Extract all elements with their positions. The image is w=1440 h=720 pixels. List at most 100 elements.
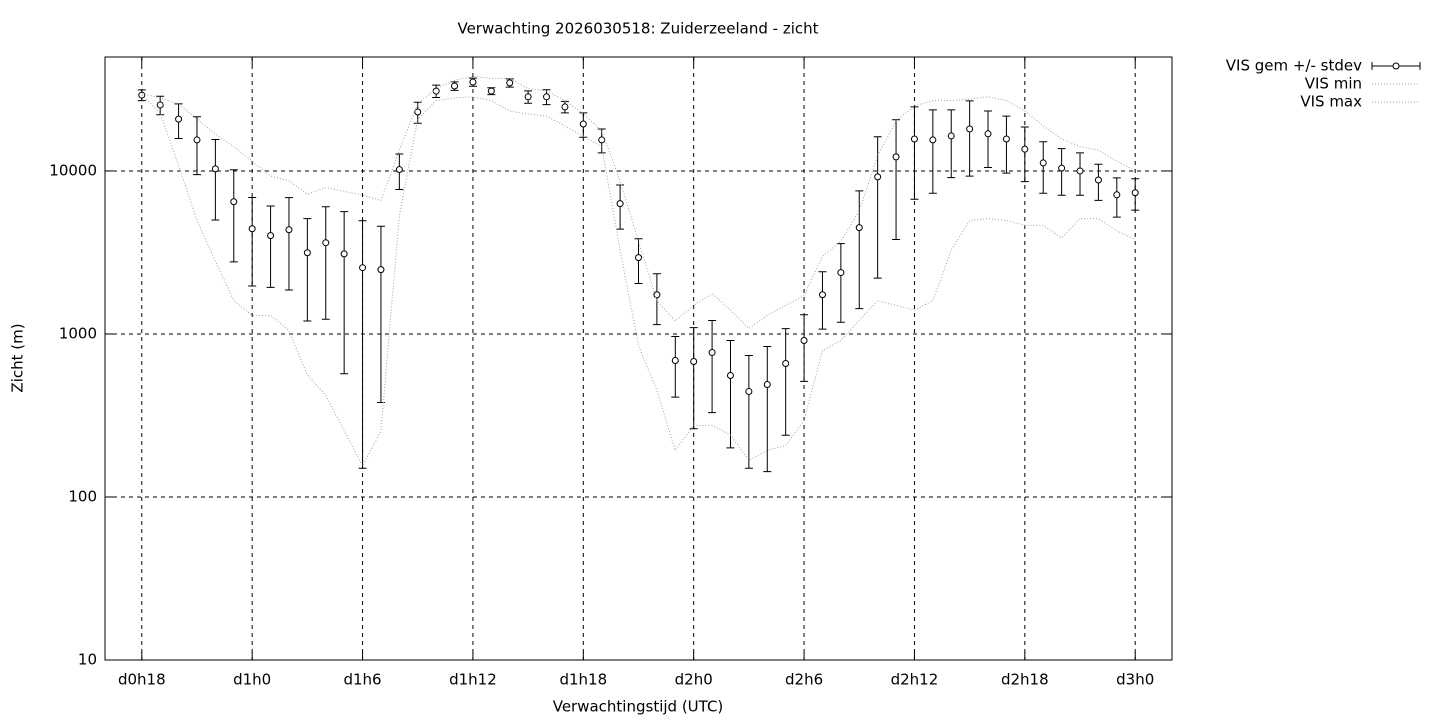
data-point (1002, 135, 1010, 143)
error-bar (376, 225, 385, 403)
error-bar (763, 346, 772, 473)
data-point (929, 136, 937, 144)
legend-label: VIS gem +/- stdev (1226, 57, 1362, 75)
error-bar (1020, 126, 1029, 183)
data-point (506, 79, 514, 87)
x-tick-label: d2h18 (1001, 671, 1049, 689)
data-point (837, 269, 845, 277)
error-bar (873, 136, 882, 279)
error-bar (726, 339, 735, 449)
data-point (616, 200, 624, 208)
data-point (524, 93, 532, 101)
data-point (395, 166, 403, 174)
data-point (671, 357, 679, 365)
data-point (322, 239, 330, 247)
data-point (1058, 164, 1066, 172)
x-tick-label: d2h0 (675, 671, 713, 689)
data-point (267, 232, 275, 240)
data-point (340, 250, 348, 258)
y-tick-label: 1000 (59, 324, 97, 342)
data-point (1076, 167, 1084, 175)
error-bar (947, 109, 956, 179)
data-point (745, 387, 753, 395)
error-bar (266, 205, 275, 288)
data-point (193, 136, 201, 144)
data-point (763, 380, 771, 388)
error-bar (855, 190, 864, 310)
error-bar (965, 100, 974, 177)
y-tick-label: 100 (68, 487, 97, 505)
x-tick-label: d2h6 (785, 671, 823, 689)
error-bar (689, 327, 698, 430)
error-bar (781, 328, 790, 436)
error-bar (892, 119, 901, 240)
error-bar (303, 218, 312, 322)
x-tick-label: d2h12 (891, 671, 939, 689)
error-bar (1002, 115, 1011, 174)
data-point (635, 254, 642, 262)
error-bar (1039, 141, 1048, 194)
error-bar (652, 273, 661, 326)
error-bar (984, 110, 993, 168)
data-point (579, 120, 587, 128)
y-axis-label: Zicht (m) (9, 323, 27, 392)
error-bar (248, 197, 257, 287)
data-point (1113, 191, 1121, 199)
y-tick-label: 10000 (49, 161, 97, 179)
error-bar (708, 320, 717, 414)
data-point (1021, 145, 1029, 153)
data-point (726, 372, 734, 380)
data-point (432, 87, 440, 95)
data-point (248, 225, 256, 233)
error-bar (192, 116, 201, 176)
data-point (211, 165, 219, 173)
legend-label: VIS min (1305, 75, 1362, 93)
error-bar (744, 354, 753, 469)
x-tick-label: d3h0 (1116, 671, 1154, 689)
error-bar (928, 109, 937, 194)
legend-swatch (1392, 62, 1400, 70)
data-point (469, 78, 477, 86)
error-bar (358, 220, 367, 469)
data-point (359, 264, 367, 272)
data-point (561, 103, 569, 111)
plot-frame (104, 56, 1173, 661)
data-point (947, 132, 955, 140)
data-point (653, 291, 661, 299)
data-point (414, 108, 422, 116)
data-point (800, 336, 808, 344)
data-point (892, 153, 900, 161)
data-point (230, 198, 238, 206)
data-point (156, 101, 164, 109)
error-bar (910, 106, 919, 200)
data-point (543, 93, 551, 101)
error-bar (284, 197, 293, 291)
x-axis-label: Verwachtingstijd (UTC) (553, 698, 724, 716)
data-point (377, 266, 385, 274)
data-point (303, 249, 311, 257)
data-point (782, 359, 790, 367)
data-point (487, 87, 495, 95)
error-bar (671, 336, 680, 398)
data-point (874, 173, 882, 181)
x-tick-label: d1h0 (233, 671, 271, 689)
data-point (175, 115, 183, 123)
y-tick-label: 10 (78, 651, 97, 669)
x-tick-label: d1h6 (343, 671, 381, 689)
x-tick-label: d1h12 (449, 671, 497, 689)
error-bar (800, 314, 809, 382)
data-point (818, 291, 826, 299)
legend-label: VIS max (1300, 93, 1362, 111)
x-tick-label: d1h18 (559, 671, 607, 689)
error-bar (229, 169, 238, 263)
error-bar (1057, 148, 1066, 196)
range-line (141, 75, 1136, 330)
error-bar (321, 206, 330, 320)
x-tick-label: d0h18 (118, 671, 166, 689)
error-bar (818, 271, 827, 330)
data-point (1039, 159, 1047, 167)
data-point (855, 224, 863, 232)
error-bar (836, 243, 845, 323)
